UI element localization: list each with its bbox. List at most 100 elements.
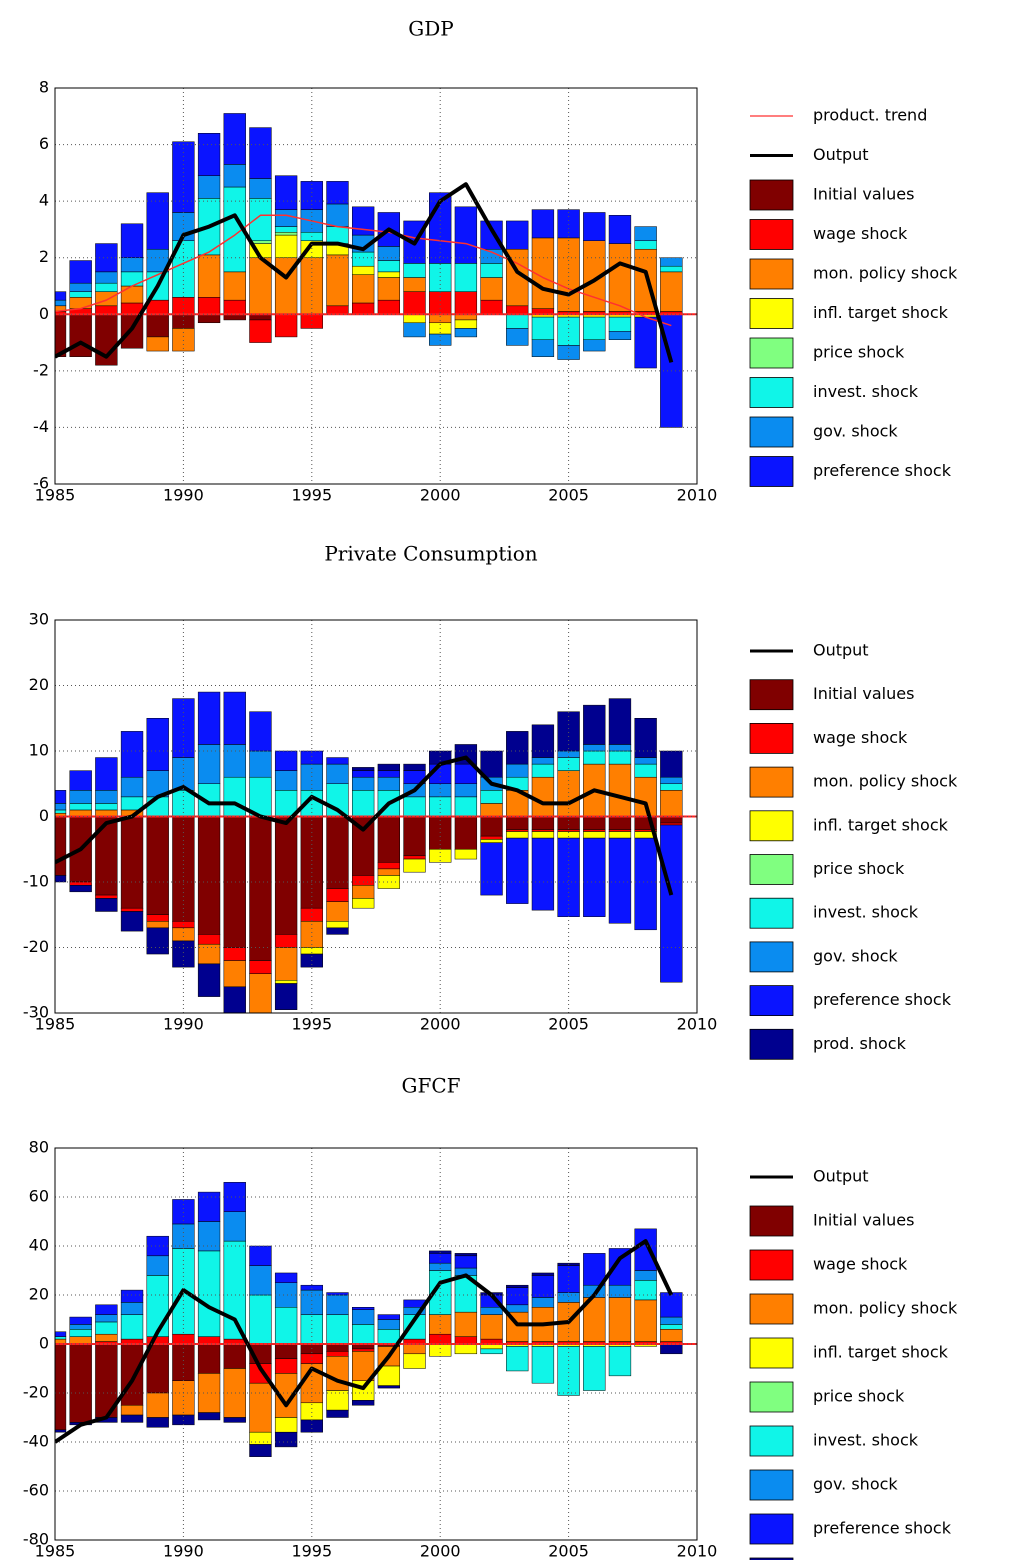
- bar-segment: [223, 947, 246, 961]
- bar-segment: [531, 776, 555, 817]
- legend-swatch: [749, 1249, 794, 1281]
- bar-segment: [377, 862, 401, 870]
- bar-segment: [274, 1417, 298, 1433]
- bar-segment: [506, 837, 529, 904]
- bar-segment: [454, 1336, 478, 1345]
- bar-segment: [249, 711, 272, 752]
- bar-segment: [634, 1228, 657, 1271]
- bar-segment: [429, 1343, 452, 1357]
- x-tick-label: 1990: [163, 1542, 204, 1560]
- bar-segment: [531, 1346, 555, 1384]
- bar-segment: [326, 816, 349, 889]
- bar-segment: [480, 835, 503, 840]
- legend-swatch: [749, 766, 794, 798]
- bar-segment: [351, 265, 375, 275]
- bar-segment: [172, 297, 195, 315]
- bar-segment: [351, 776, 375, 791]
- bar-segment: [326, 1314, 349, 1345]
- legend-swatch: [749, 1293, 794, 1325]
- bar-segment: [223, 1211, 246, 1242]
- y-tick-label: 0: [39, 1334, 49, 1353]
- bar-segment: [223, 113, 246, 165]
- y-tick-label: 60: [29, 1187, 49, 1206]
- bar-segment: [326, 1294, 349, 1315]
- bar-segment: [531, 1297, 555, 1308]
- plot-frame: [54, 619, 698, 1014]
- bar-segment: [197, 1221, 221, 1252]
- bar-segment: [583, 1346, 606, 1391]
- bar-segment: [454, 291, 478, 315]
- bar-segment: [377, 868, 401, 876]
- bar-segment: [403, 263, 426, 278]
- bar-segment: [480, 839, 503, 843]
- bar-segment: [274, 750, 298, 771]
- x-tick-label: 1995: [291, 1015, 332, 1034]
- bar-segment: [249, 1294, 272, 1345]
- bar-segment: [608, 763, 632, 817]
- legend-swatch: [749, 1557, 794, 1560]
- legend-label: mon. policy shock: [813, 772, 958, 791]
- bar-segment: [377, 1385, 401, 1389]
- bar-segment: [249, 1431, 272, 1445]
- legend-swatch: [749, 1337, 794, 1369]
- legend-label: Output: [813, 145, 869, 164]
- bar-segment: [146, 927, 169, 955]
- plot: [55, 1182, 697, 1457]
- bar-segment: [223, 744, 246, 778]
- bar-segment: [583, 212, 606, 241]
- bar-segment: [120, 271, 144, 287]
- legend-swatch: [749, 258, 794, 290]
- bar-segment: [300, 1402, 323, 1421]
- bar-segment: [300, 257, 323, 315]
- bar-segment: [69, 297, 92, 309]
- bar-segment: [69, 291, 92, 298]
- bar-segment: [634, 763, 657, 778]
- bar-segment: [223, 1343, 246, 1369]
- bar-segment: [377, 776, 401, 791]
- bar-segment: [197, 133, 221, 176]
- bar-segment: [172, 927, 195, 942]
- bar-segment: [300, 181, 323, 210]
- bar-segment: [351, 1324, 375, 1345]
- bar-segment: [120, 1289, 144, 1303]
- bar-segment: [531, 763, 555, 778]
- bar-segment: [506, 314, 529, 329]
- bar-segment: [531, 724, 555, 758]
- bar-segment: [249, 973, 272, 1013]
- bar-segment: [634, 757, 657, 765]
- bar-segment: [506, 328, 529, 346]
- bar-segment: [608, 1297, 632, 1342]
- bar-segment: [429, 1253, 452, 1264]
- legend-label: preference shock: [813, 1519, 952, 1538]
- bar-segment: [377, 1319, 401, 1330]
- bar-segment: [454, 816, 478, 850]
- bar-segment: [506, 1284, 529, 1288]
- bar-segment: [608, 316, 632, 332]
- bar-segment: [69, 260, 92, 284]
- bar-segment: [480, 1307, 503, 1315]
- bar-segment: [480, 842, 503, 896]
- bar-segment: [506, 831, 529, 839]
- bar-segment: [377, 1365, 401, 1386]
- bar-segment: [377, 770, 401, 778]
- bar-segment: [249, 127, 272, 179]
- legend-label: wage shock: [813, 728, 908, 747]
- bar-segment: [480, 803, 503, 817]
- y-tick-label: -40: [23, 1432, 49, 1451]
- bar-segment: [95, 898, 118, 912]
- bar-segment: [300, 1284, 323, 1291]
- y-tick-label: -20: [23, 937, 49, 956]
- bar-segment: [480, 816, 503, 837]
- legend-label: gov. shock: [813, 1475, 898, 1494]
- bar-segment: [583, 339, 606, 352]
- bar-segment: [583, 704, 606, 745]
- bar-segment: [55, 1429, 67, 1433]
- bar-segment: [249, 319, 272, 343]
- bar-segment: [300, 921, 323, 948]
- bar-segment: [223, 1240, 246, 1340]
- bar-segment: [531, 831, 555, 839]
- bar-segment: [197, 314, 221, 324]
- y-tick-label: -30: [23, 1003, 49, 1022]
- y-tick-label: -2: [33, 360, 49, 379]
- legend-swatch: [749, 941, 794, 973]
